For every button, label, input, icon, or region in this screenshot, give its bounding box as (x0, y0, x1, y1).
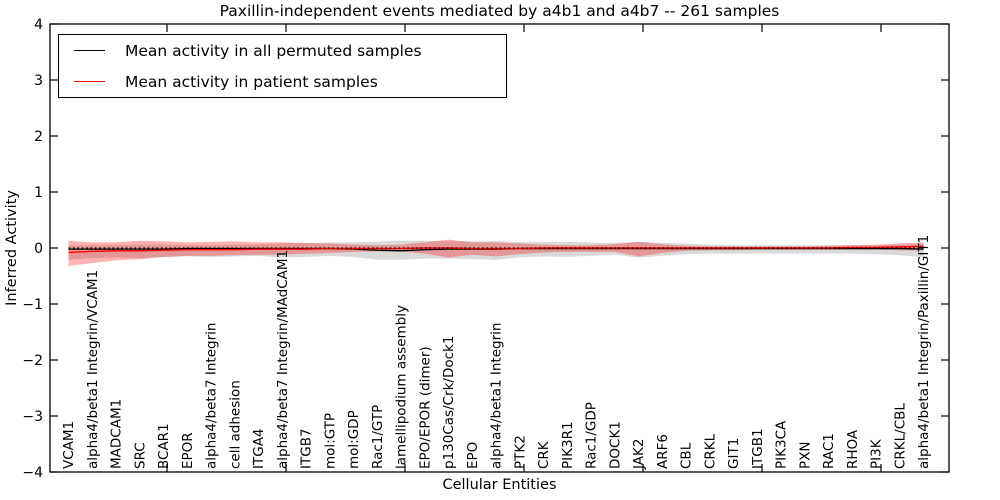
confidence-bands (68, 239, 924, 266)
entity-label: PIK3R1 (560, 421, 576, 469)
y-tick-label: −4 (22, 465, 43, 481)
legend-entry-permuted: Mean activity in all permuted samples (59, 36, 506, 65)
entity-label: CRKL/CBL (892, 403, 908, 469)
entity-label: SRC (132, 442, 148, 469)
entity-label: RAC1 (821, 433, 837, 469)
entity-label: ITGB1 (750, 428, 766, 469)
entity-label: PTK2 (512, 435, 528, 469)
entity-label: cell adhesion (227, 380, 243, 469)
entity-label: CBL (679, 442, 695, 469)
legend-label-patient: Mean activity in patient samples (125, 72, 378, 91)
entity-label: EPO (465, 442, 481, 469)
entity-label: RHOA (845, 429, 861, 469)
patient-line-swatch (74, 81, 105, 82)
entity-label: ITGB7 (299, 428, 315, 469)
y-tick-label: 3 (34, 73, 43, 89)
legend-label-permuted: Mean activity in all permuted samples (125, 41, 422, 60)
permuted-band (68, 240, 924, 260)
entity-label: PI3K (869, 438, 885, 469)
entity-label: DOCK1 (607, 421, 623, 469)
y-axis-label: Inferred Activity (4, 190, 20, 306)
entity-label: PIK3CA (774, 420, 790, 469)
entity-label: PXN (797, 442, 813, 470)
entity-label: alpha4/beta1 Integrin (489, 323, 505, 469)
entity-labels: VCAM1 alpha4/beta1 Integrin/VCAM1 MADCAM1 S… (61, 235, 932, 470)
y-tick-label: −1 (22, 297, 43, 313)
mean-lines (68, 245, 924, 254)
legend-entry-patient: Mean activity in patient samples (59, 67, 506, 96)
y-tick-label: 1 (34, 185, 43, 201)
entity-label: p130Cas/Crk/Dock1 (441, 336, 457, 469)
patient-band (68, 239, 924, 266)
chart-title: Paxillin-independent events mediated by … (219, 2, 780, 20)
x-axis-label: Cellular Entities (442, 477, 557, 493)
entity-label: mol:GDP (346, 410, 362, 469)
y-tick-label: 2 (34, 129, 43, 145)
y-tick-label: −3 (22, 409, 43, 425)
entity-label: BCAR1 (156, 423, 172, 469)
entity-label: EPOR (180, 432, 196, 469)
entity-label: VCAM1 (61, 421, 77, 469)
entity-label: ARF6 (655, 434, 671, 469)
entity-label: alpha4/beta7 Integrin (204, 323, 220, 469)
entity-label: Rac1/GTP (370, 405, 386, 469)
entity-label: CRK (536, 440, 552, 469)
entity-label: GIT1 (726, 438, 742, 469)
entity-label: alpha4/beta7 Integrin/MAdCAM1 (275, 250, 291, 469)
y-tick-label: 4 (34, 17, 43, 33)
entity-label: Rac1/GDP (584, 402, 600, 469)
y-tick-labels: 4 3 2 1 0 −1 −2 −3 −4 (22, 17, 43, 481)
y-tick-label: −2 (22, 353, 43, 369)
y-tick-label: 0 (34, 241, 43, 257)
entity-label: lamellipodium assembly (394, 305, 410, 469)
legend: Mean activity in all permuted samples Me… (58, 34, 507, 98)
entity-label: ITGA4 (251, 428, 267, 469)
entity-label: JAK2 (631, 439, 647, 470)
entity-label: MADCAM1 (109, 399, 125, 469)
entity-label: EPO/EPOR (dimer) (417, 346, 433, 469)
entity-label: alpha4/beta1 Integrin/Paxillin/GIT1 (916, 235, 932, 469)
permuted-line-swatch (74, 50, 105, 51)
axis-ticks (50, 23, 949, 473)
entity-label: mol:GTP (322, 413, 338, 469)
entity-label: CRKL (702, 433, 718, 469)
entity-label: alpha4/beta1 Integrin/VCAM1 (85, 270, 101, 469)
